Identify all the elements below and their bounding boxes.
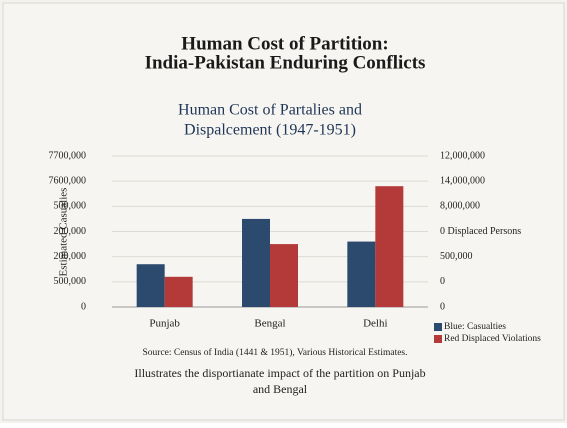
y2-tick-label: 500,000 — [440, 251, 473, 262]
bar — [270, 244, 298, 307]
y-axis-label: Estimated Casualies — [58, 188, 70, 277]
bar — [164, 276, 193, 307]
legend-swatch — [434, 323, 442, 331]
y2-tick-label: 14,000,000 — [440, 175, 485, 186]
card — [2, 2, 565, 421]
bar — [347, 241, 376, 307]
bar — [242, 218, 270, 307]
chart-title: Dispalcement (1947-1951) — [184, 122, 356, 139]
heading: Human Cost of Partition: — [181, 33, 388, 54]
y-tick-label: 7600,000 — [49, 175, 87, 186]
y2-tick-label: 0 Displaced Persons — [440, 226, 521, 237]
y-tick-label: 500,000 — [54, 276, 87, 287]
bar — [136, 264, 165, 307]
y2-tick-label: 0 — [440, 276, 445, 287]
y2-tick-label: 8,000,000 — [440, 201, 480, 212]
legend-label: Red Displaced Violations — [444, 334, 541, 344]
y-tick-label: 200,000 — [54, 226, 87, 237]
x-tick-label: Bengal — [254, 318, 285, 330]
source: Source: Census of India (1441 & 1951), V… — [143, 347, 408, 358]
y-tick-label: 200,000 — [54, 251, 87, 262]
y2-tick-label: 12,000,000 — [440, 150, 485, 161]
y-tick-label: 500,000 — [54, 201, 87, 212]
x-tick-label: Delhi — [363, 318, 387, 330]
x-tick-label: Punjab — [149, 318, 180, 330]
heading: India-Pakistan Enduring Conflicts — [145, 52, 426, 73]
caption: and Bengal — [253, 382, 308, 396]
legend-swatch — [434, 335, 442, 343]
legend-label: Blue: Casualties — [444, 322, 506, 332]
caption: Illustrates the disportianate impact of … — [134, 366, 425, 380]
bar — [375, 186, 404, 307]
chart-title: Human Cost of Partalies and — [178, 102, 362, 119]
y-tick-label: 7700,000 — [49, 150, 87, 161]
y-tick-label: 0 — [81, 301, 86, 312]
y2-tick-label: 0 — [440, 301, 445, 312]
